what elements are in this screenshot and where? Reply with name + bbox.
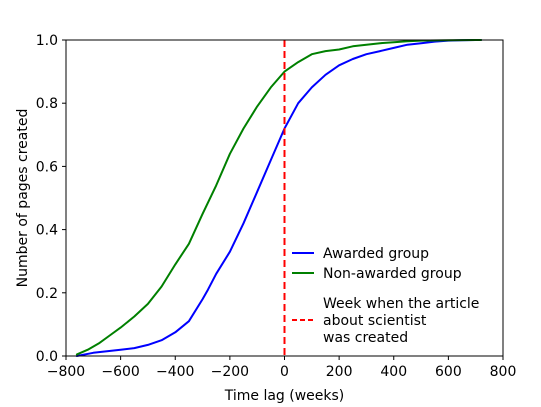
x-tick-label: 600 [435, 364, 462, 380]
y-tick-label: 0.4 [36, 223, 58, 239]
x-tick-label: −600 [101, 364, 139, 380]
y-tick-label: 0.2 [36, 286, 58, 302]
x-axis-title: Time lag (weeks) [224, 388, 345, 404]
x-tick-label: 200 [326, 364, 353, 380]
legend-label: Non-awarded group [323, 266, 462, 282]
x-tick-label: −400 [156, 364, 194, 380]
series-line-2 [75, 39, 483, 356]
legend-label: about scientist [323, 313, 427, 329]
y-tick-label: 0.8 [36, 96, 58, 112]
x-tick-label: −200 [211, 364, 249, 380]
x-tick-label: 800 [490, 364, 517, 380]
y-tick-label: 0.0 [36, 349, 58, 365]
legend: Awarded group Non-awarded group Week when … [292, 246, 479, 346]
x-tick-label: −800 [47, 364, 85, 380]
y-axis-title: Number of pages created [15, 109, 31, 288]
y-axis-ticks: 0.0 0.2 0.4 0.6 0.8 1.0 [36, 33, 66, 365]
y-tick-label: 1.0 [36, 33, 58, 49]
legend-label: Week when the article [323, 296, 479, 312]
legend-label: Awarded group [323, 246, 429, 262]
x-tick-label: 0 [280, 364, 289, 380]
x-tick-label: 400 [380, 364, 407, 380]
y-tick-label: 0.6 [36, 159, 58, 175]
plot-series-layer [75, 39, 483, 357]
x-axis-ticks: −800 −600 −400 −200 0 200 400 600 800 [47, 356, 517, 380]
series-line-1 [75, 39, 483, 357]
legend-label: was created [323, 330, 408, 346]
